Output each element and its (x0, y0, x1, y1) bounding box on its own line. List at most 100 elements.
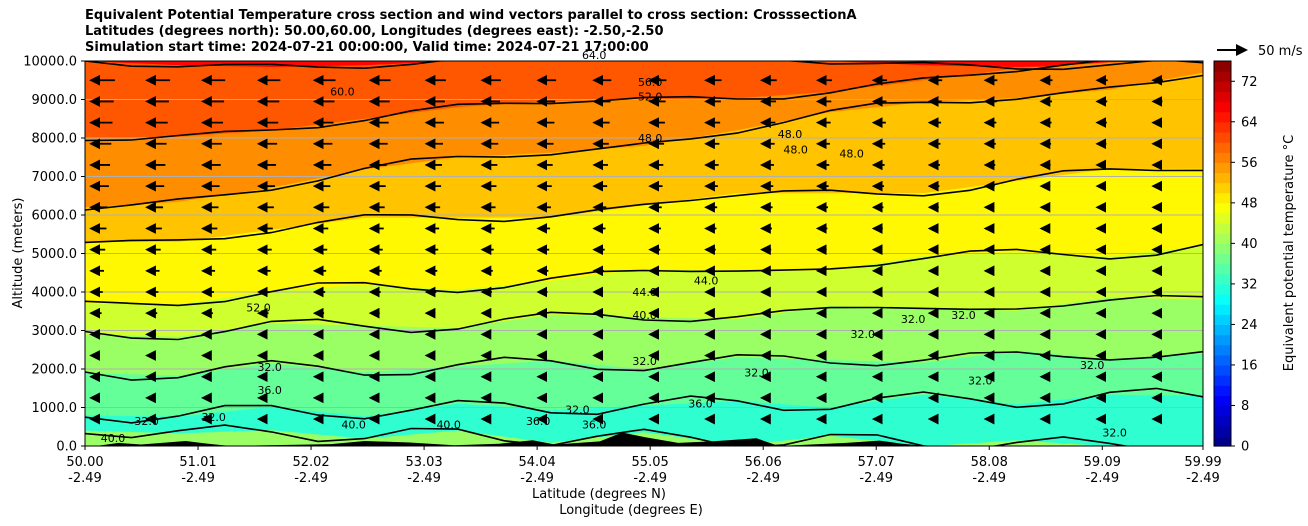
contour-label: 40.0 (632, 309, 657, 322)
colorbar-segment (1214, 81, 1231, 92)
colorbar-segment (1214, 131, 1231, 143)
contour-label: 40.0 (436, 419, 461, 432)
colorbar-segment (1214, 405, 1231, 417)
chart-title-line-1: Equivalent Potential Temperature cross s… (85, 8, 857, 23)
x-tick-label-latitude: 58.08 (971, 455, 1008, 470)
colorbar-segment (1214, 71, 1231, 82)
contour-line (85, 424, 1130, 446)
contour-label: 36.0 (526, 415, 551, 428)
x-tick-label-longitude: -2.49 (1085, 471, 1119, 486)
colorbar-segment (1214, 304, 1231, 315)
y-tick-label: 5000.0 (32, 247, 78, 262)
y-tick-label: 10000.0 (23, 55, 77, 70)
y-tick-label: 4000.0 (32, 286, 78, 301)
colorbar-tick-label: 8 (1241, 399, 1249, 414)
colorbar-segment (1214, 233, 1231, 244)
contour-label: 40.0 (341, 419, 366, 432)
y-tick-label: 9000.0 (32, 93, 78, 108)
contour-label: 48.0 (638, 132, 663, 145)
terrain-path (85, 432, 981, 446)
contour-label: 48.0 (839, 147, 864, 160)
x-tick-label-longitude: -2.49 (859, 471, 893, 486)
colorbar-segment (1214, 192, 1231, 204)
colorbar-segment (1214, 61, 1231, 72)
colorbar-tick-label: 72 (1241, 75, 1258, 90)
chart-title-line-3: Simulation start time: 2024-07-21 00:00:… (85, 40, 649, 55)
colorbar-segment (1214, 435, 1231, 447)
contour-label: 32.0 (851, 328, 876, 341)
x-tick-label-latitude: 59.99 (1184, 455, 1221, 470)
contour-label: 32.0 (901, 313, 926, 326)
x-tick-label-longitude: -2.49 (181, 471, 215, 486)
colorbar-segment (1214, 101, 1231, 113)
colorbar-tick-label: 16 (1241, 358, 1258, 373)
colorbar-segment (1214, 375, 1231, 386)
x-axis-label-longitude: Longitude (degrees E) (559, 503, 703, 518)
colorbar: 0 8 16 24 32 40 48 56 64 72 (1213, 60, 1258, 455)
y-tick-label: 1000.0 (32, 401, 78, 416)
colorbar-segment (1214, 91, 1231, 103)
x-tick-label-latitude: 57.07 (858, 455, 895, 470)
colorbar-segment (1214, 425, 1231, 437)
x-tick-label-latitude: 54.04 (519, 455, 556, 470)
contour-label: 32.0 (257, 361, 282, 374)
x-axis: 50.00-2.4951.01-2.4952.02-2.4953.03-2.49… (66, 446, 1222, 486)
colorbar-segment (1214, 182, 1231, 194)
contour-label: 36.0 (582, 419, 607, 432)
contour-label: 36.0 (257, 384, 282, 397)
x-tick-label-longitude: -2.49 (972, 471, 1006, 486)
y-tick-label: 6000.0 (32, 209, 78, 224)
colorbar-segment (1214, 253, 1231, 265)
x-tick-label-latitude: 59.09 (1084, 455, 1121, 470)
colorbar-segment (1214, 263, 1231, 275)
colorbar-label: Equivalent potential temperature °C (1282, 135, 1297, 371)
y-axis: 0.0 1000.0 2000.0 3000.0 4000.0 5000.0 6000.0 7… (23, 55, 85, 455)
contour-label: 32.0 (565, 403, 590, 416)
theta-e-contours (85, 61, 1203, 446)
contour-label: 44.0 (694, 274, 719, 287)
x-axis-label-latitude: Latitude (degrees N) (532, 487, 666, 502)
colorbar-segment (1214, 212, 1231, 224)
colorbar-segment (1214, 273, 1231, 285)
contour-label: 32.0 (134, 415, 159, 428)
colorbar-tick-label: 0 (1241, 440, 1249, 455)
colorbar-segment (1214, 142, 1231, 153)
contour-line (85, 74, 1203, 211)
colorbar-tick-label: 32 (1241, 277, 1258, 292)
y-axis-label: Altitude (meters) (11, 198, 26, 309)
colorbar-segment (1214, 111, 1231, 123)
colorbar-frame (1213, 60, 1232, 447)
x-tick-label-longitude: -2.49 (407, 471, 441, 486)
colorbar-segment (1214, 354, 1231, 366)
colorbar-segment (1214, 223, 1231, 234)
contour-label: 52.0 (638, 90, 663, 103)
contour-line (85, 168, 1203, 244)
contour-line (85, 243, 1203, 307)
terrain-silhouette (85, 432, 981, 446)
contour-label: 32.0 (968, 374, 993, 387)
contour-label: 44.0 (632, 286, 657, 299)
colorbar-segment (1214, 344, 1231, 356)
quiver-key-label: 50 m/s (1258, 44, 1303, 59)
x-tick-label-longitude: -2.49 (746, 471, 780, 486)
colorbar-tick-label: 48 (1241, 196, 1258, 211)
colorbar-segment (1214, 415, 1231, 427)
x-tick-label-longitude: -2.49 (633, 471, 667, 486)
contour-label: 32.0 (201, 411, 226, 424)
x-tick-label-longitude: -2.49 (1186, 471, 1220, 486)
y-tick-label: 8000.0 (32, 132, 78, 147)
colorbar-segment (1214, 243, 1231, 255)
x-tick-label-longitude: -2.49 (520, 471, 554, 486)
colorbar-tick-label: 40 (1241, 237, 1258, 252)
colorbar-segment (1214, 121, 1231, 133)
chart-title-line-2: Latitudes (degrees north): 50.00,60.00, … (85, 24, 664, 39)
colorbar-segment (1214, 294, 1231, 305)
contour-label: 32.0 (632, 355, 657, 368)
contour-label: 32.0 (951, 309, 976, 322)
contour-label: 64.0 (582, 49, 607, 62)
x-tick-label-latitude: 56.06 (745, 455, 782, 470)
x-tick-label-latitude: 50.00 (66, 455, 103, 470)
x-tick-label-latitude: 51.01 (179, 455, 216, 470)
contour-label: 48.0 (783, 143, 808, 156)
